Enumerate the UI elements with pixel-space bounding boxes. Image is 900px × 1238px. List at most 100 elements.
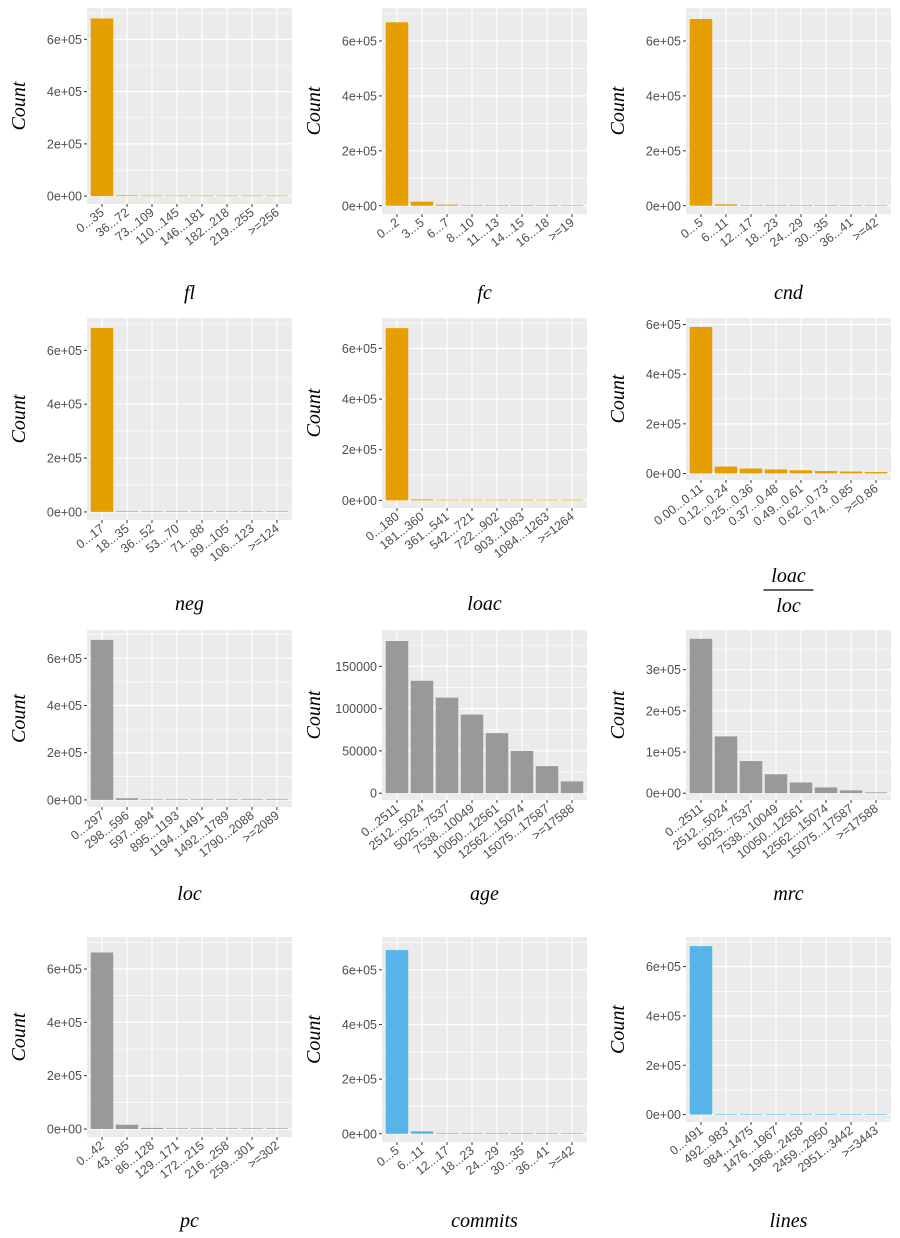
bar	[714, 1113, 738, 1115]
bar	[190, 799, 214, 800]
y-tick-label: 2e+05	[342, 144, 377, 158]
x-axis-label: loac	[467, 593, 502, 615]
x-axis-label-numerator: loac	[771, 565, 806, 587]
x-tick-label: >=42	[546, 1143, 577, 1172]
bar	[789, 205, 813, 206]
y-tick-label: 4e+05	[646, 368, 681, 382]
y-tick-label: 2e+05	[646, 1059, 681, 1073]
bar	[140, 799, 164, 800]
x-tick-label: 3...5	[399, 215, 427, 241]
y-tick-label: 0e+00	[342, 199, 377, 213]
bar	[814, 205, 838, 206]
chart-panel-9: 0e+001e+052e+053e+050...25112512...50245…	[607, 630, 891, 905]
y-tick-label: 4e+05	[47, 1016, 82, 1030]
chart-panel-11: 0e+002e+054e+056e+050...56...1112...1718…	[303, 937, 587, 1232]
y-tick-label: 0e+00	[646, 467, 681, 481]
y-tick-label: 2e+05	[47, 452, 82, 466]
y-tick-label: 100000	[335, 702, 377, 716]
y-tick-label: 6e+05	[47, 33, 82, 47]
y-tick-label: 4e+05	[47, 398, 82, 412]
bar	[115, 195, 139, 197]
bar	[435, 204, 459, 206]
y-tick-label: 2e+05	[342, 1073, 377, 1087]
bar	[385, 22, 409, 206]
y-axis-label: Count	[303, 1015, 325, 1064]
panel-background	[87, 937, 292, 1137]
bar	[165, 511, 189, 512]
x-axis-label: fl	[184, 282, 196, 304]
bar	[485, 1133, 509, 1134]
y-axis-label: Count	[607, 1005, 629, 1054]
chart-panel-3: 0e+002e+054e+056e+050...56...1112...1718…	[607, 8, 891, 304]
bar	[535, 499, 559, 501]
bar	[814, 787, 838, 794]
y-tick-label: 2e+05	[646, 144, 681, 158]
bar	[535, 766, 559, 794]
y-tick-label: 4e+05	[47, 85, 82, 99]
x-axis-label-denominator: loc	[776, 595, 801, 617]
bar	[789, 470, 813, 474]
x-axis-label: cnd	[774, 282, 804, 304]
bar	[510, 205, 534, 206]
bar	[410, 680, 434, 794]
bar	[385, 641, 409, 794]
y-tick-label: 4e+05	[646, 89, 681, 103]
bar	[689, 638, 713, 794]
y-tick-label: 6e+05	[342, 963, 377, 977]
panel-background	[686, 937, 891, 1122]
bar	[714, 204, 738, 206]
bar	[560, 781, 584, 794]
bar	[814, 471, 838, 474]
y-tick-label: 4e+05	[47, 699, 82, 713]
x-axis-label: lines	[770, 1210, 808, 1232]
panel-background	[382, 8, 587, 214]
y-axis-label: Count	[8, 81, 30, 130]
bar	[789, 1114, 813, 1115]
y-tick-label: 0	[370, 787, 377, 801]
bar	[714, 466, 738, 474]
bar	[190, 511, 214, 512]
bar	[140, 1127, 164, 1129]
bar	[410, 201, 434, 206]
y-tick-label: 6e+05	[646, 34, 681, 48]
chart-panel-7: 0e+002e+054e+056e+050...297298...596597.…	[8, 630, 292, 905]
y-tick-label: 4e+05	[342, 1018, 377, 1032]
bar	[689, 946, 713, 1115]
chart-panel-6: 0e+002e+054e+056e+050.00...0.110.12...0.…	[607, 318, 891, 617]
bar	[535, 205, 559, 206]
bar	[165, 195, 189, 197]
bar	[510, 1133, 534, 1134]
y-tick-label: 6e+05	[47, 652, 82, 666]
bar	[240, 195, 264, 197]
bar	[839, 790, 863, 794]
bar	[560, 1133, 584, 1134]
bar	[240, 511, 264, 512]
bar	[410, 499, 434, 501]
bar	[739, 468, 763, 474]
bar	[839, 205, 863, 206]
y-axis-label: Count	[607, 690, 629, 739]
bar	[714, 736, 738, 794]
bar	[165, 799, 189, 800]
bar	[165, 1128, 189, 1129]
y-tick-label: 0e+00	[646, 787, 681, 801]
bar	[140, 195, 164, 197]
bar	[435, 499, 459, 501]
y-tick-label: 3e+05	[646, 663, 681, 677]
chart-panel-5: 0e+002e+054e+056e+050...180181...360361.…	[303, 318, 587, 615]
bar	[789, 782, 813, 794]
bar	[535, 1133, 559, 1134]
y-tick-label: 0e+00	[47, 1123, 82, 1137]
bar	[560, 205, 584, 206]
bar	[460, 499, 484, 501]
y-axis-label: Count	[8, 694, 30, 743]
bar	[739, 205, 763, 206]
bar	[385, 950, 409, 1134]
x-tick-label: >=42	[850, 215, 881, 244]
bar	[265, 1128, 289, 1129]
chart-panel-2: 0e+002e+054e+056e+050...23...56...78...1…	[303, 8, 587, 304]
panel-background	[87, 8, 292, 204]
y-tick-label: 2e+05	[646, 704, 681, 718]
